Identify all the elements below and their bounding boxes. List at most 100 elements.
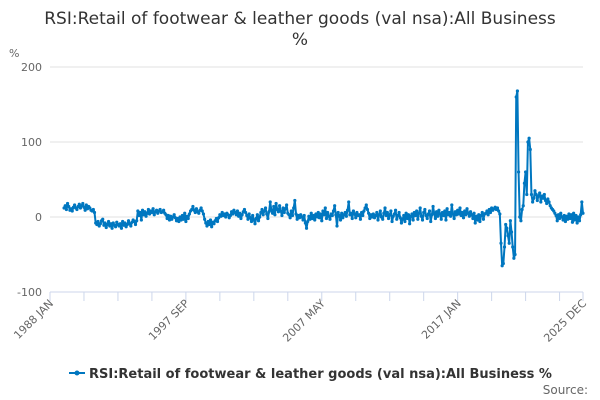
data-point [133, 222, 138, 227]
data-point [187, 212, 191, 216]
data-point [406, 213, 411, 217]
data-point [217, 216, 221, 220]
data-point [563, 219, 568, 224]
data-point [504, 222, 508, 227]
y-tick-label: 200 [21, 61, 42, 74]
data-point [144, 214, 148, 218]
data-point [242, 207, 247, 212]
data-point [313, 218, 317, 222]
data-point [464, 213, 468, 217]
data-point [326, 210, 330, 215]
data-point [360, 210, 364, 215]
data-point [118, 222, 122, 226]
data-point [525, 192, 529, 197]
data-point [290, 213, 295, 218]
data-point [498, 212, 502, 216]
data-point [410, 212, 414, 216]
data-point [556, 213, 561, 217]
data-point [557, 216, 562, 221]
data-point [206, 219, 210, 224]
data-point [355, 210, 359, 215]
data-point [317, 216, 322, 220]
data-point [420, 218, 425, 222]
data-point [475, 218, 480, 222]
data-point [294, 212, 298, 216]
data-point [363, 206, 367, 210]
x-tick-label: 1988 JAN [11, 297, 56, 342]
data-point [324, 216, 329, 221]
data-point [487, 207, 491, 212]
data-point [73, 203, 77, 207]
data-point [82, 205, 86, 209]
data-point [334, 213, 338, 217]
data-point [83, 208, 87, 212]
data-point [289, 209, 293, 213]
data-point [432, 211, 436, 215]
data-point [200, 209, 204, 213]
data-point [67, 204, 71, 209]
data-point [545, 201, 549, 206]
legend[interactable]: RSI:Retail of footwear & leather goods (… [69, 367, 552, 382]
data-point [345, 208, 350, 212]
data-point [390, 219, 394, 224]
data-point [172, 213, 176, 217]
data-point [479, 213, 483, 218]
data-point [357, 213, 361, 217]
data-point [358, 217, 363, 221]
data-point [481, 217, 486, 221]
data-point [569, 213, 573, 217]
data-point [142, 213, 146, 217]
data-point [343, 210, 347, 215]
data-point [381, 217, 385, 221]
data-point [411, 218, 415, 222]
data-point [98, 222, 102, 226]
data-point [146, 207, 150, 212]
data-point [468, 210, 473, 214]
data-point [437, 208, 441, 212]
data-point [572, 211, 576, 215]
data-point [262, 209, 266, 213]
data-point [518, 215, 522, 219]
data-point [580, 200, 584, 204]
data-point [529, 192, 534, 197]
data-point [560, 215, 564, 219]
data-point [442, 213, 446, 218]
data-point [215, 219, 220, 224]
data-point [443, 209, 447, 213]
data-point [340, 211, 344, 215]
data-point [203, 217, 207, 221]
x-tick-label: 2007 MAY [280, 297, 328, 345]
data-point [408, 222, 412, 226]
data-point [354, 216, 358, 220]
data-point [138, 210, 142, 215]
data-point [486, 213, 490, 217]
data-point [429, 219, 433, 224]
data-point [191, 204, 195, 209]
data-point [488, 210, 493, 215]
data-point [424, 213, 428, 218]
data-point [234, 213, 238, 217]
data-point [288, 216, 292, 220]
data-point [568, 216, 572, 221]
data-point [539, 200, 543, 204]
data-point [268, 200, 272, 204]
data-point [92, 210, 97, 215]
data-point [382, 211, 386, 215]
data-point [376, 218, 380, 222]
data-point [139, 218, 143, 222]
data-point [478, 219, 482, 224]
data-point [472, 211, 476, 215]
chart-subtitle: % [292, 30, 308, 50]
data-point [485, 209, 489, 213]
data-point [266, 216, 270, 221]
data-point [307, 214, 311, 218]
data-point [252, 218, 256, 222]
data-point [104, 225, 108, 230]
data-point [327, 214, 331, 218]
data-point [181, 217, 186, 221]
data-point [314, 212, 318, 216]
data-point [416, 217, 420, 221]
data-point [405, 216, 409, 221]
y-axis-label: % [9, 47, 19, 60]
